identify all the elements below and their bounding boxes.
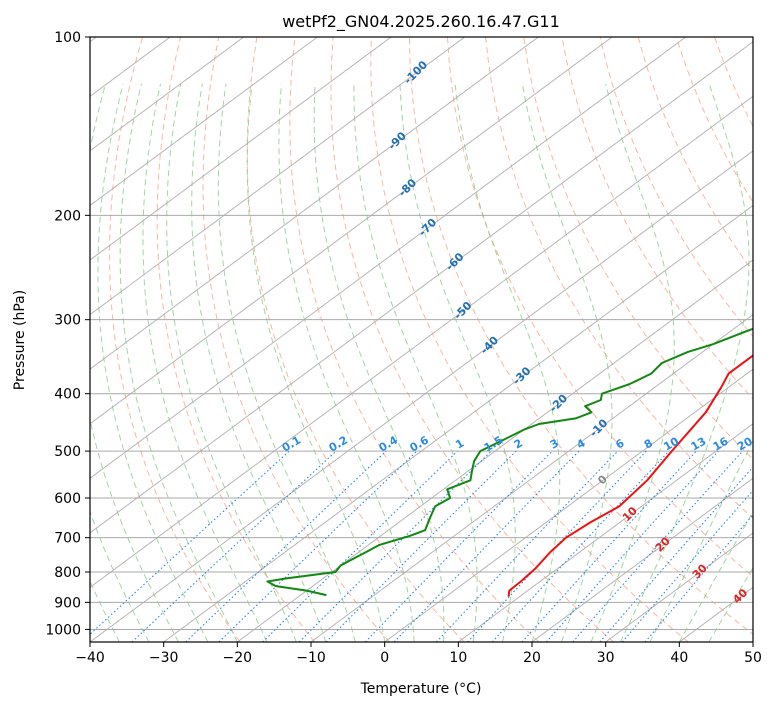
dry-adiabat bbox=[561, 37, 753, 400]
moist-adiabat bbox=[90, 580, 120, 642]
mixing-ratio-line bbox=[572, 450, 744, 642]
dry-adiabat bbox=[370, 37, 689, 642]
y-tick-label: 100 bbox=[54, 30, 81, 46]
y-tick-label: 800 bbox=[54, 565, 81, 581]
plot-frame bbox=[89, 36, 754, 643]
dry-adiabat bbox=[330, 37, 614, 642]
moist-adiabat bbox=[217, 83, 356, 642]
y-axis-title: Pressure (hPa) bbox=[12, 290, 28, 390]
moist-adiabat bbox=[142, 83, 268, 642]
isotherm-line bbox=[605, 532, 753, 642]
dry-adiabat bbox=[599, 37, 753, 338]
chart-title: wetPf2_GN04.2025.260.16.47.G11 bbox=[282, 12, 560, 32]
dry-adiabat bbox=[109, 37, 241, 642]
moist-adiabat bbox=[119, 83, 238, 642]
x-tick-label: −40 bbox=[75, 650, 105, 666]
isotherm-line bbox=[310, 313, 753, 642]
moist-adiabat bbox=[590, 83, 675, 642]
moist-adiabat bbox=[399, 83, 516, 642]
moist-adiabat bbox=[278, 83, 415, 642]
isotherm-line bbox=[531, 477, 753, 642]
y-tick-label: 1000 bbox=[45, 622, 81, 638]
isotherm-line bbox=[90, 37, 318, 207]
y-tick-label: 500 bbox=[54, 444, 81, 460]
y-tick-label: 300 bbox=[54, 313, 81, 329]
isotherm-line bbox=[90, 150, 753, 642]
moist-adiabat bbox=[454, 83, 561, 642]
mixing-ratio-line bbox=[325, 450, 517, 642]
moist-adiabat bbox=[166, 83, 297, 642]
moist-adiabat bbox=[191, 83, 327, 642]
mixing-ratio-line bbox=[545, 450, 719, 642]
mixing-ratio-line bbox=[262, 450, 458, 642]
mixing-ratio-line bbox=[521, 450, 697, 642]
moist-adiabat bbox=[521, 83, 613, 642]
isotherm-line bbox=[90, 41, 753, 534]
dry-adiabat bbox=[246, 37, 465, 642]
mixing-ratio-line bbox=[298, 450, 492, 642]
isotherm-line bbox=[90, 37, 392, 261]
isotherm-line bbox=[90, 37, 687, 479]
mixing-ratio-label: 20 bbox=[735, 434, 755, 453]
mixing-ratio-line bbox=[364, 450, 553, 642]
x-tick-label: −10 bbox=[296, 650, 326, 666]
mixing-ratio-line bbox=[435, 450, 619, 642]
temperature-profile-line bbox=[507, 354, 753, 597]
isotherm-line bbox=[90, 37, 245, 152]
dry-adiabat bbox=[202, 37, 390, 642]
x-tick-label: 0 bbox=[380, 650, 389, 666]
x-tick-label: 50 bbox=[744, 650, 762, 666]
dry-adiabat bbox=[447, 37, 753, 578]
dewpoint-profile-line bbox=[266, 327, 753, 597]
moist-adiabat bbox=[313, 83, 445, 642]
isotherm-line bbox=[384, 368, 753, 642]
mixing-ratio-line bbox=[185, 450, 387, 642]
x-tick-label: 20 bbox=[523, 650, 541, 666]
y-tick-label: 200 bbox=[54, 208, 81, 224]
isotherm-line bbox=[458, 423, 753, 642]
moist-adiabat bbox=[619, 83, 750, 642]
x-tick-label: −20 bbox=[223, 650, 253, 666]
isotherm-line bbox=[90, 37, 539, 370]
moist-adiabat bbox=[97, 83, 209, 642]
mixing-ratio-line bbox=[393, 450, 580, 642]
isotherm-line bbox=[237, 259, 753, 642]
mixing-ratio-line bbox=[491, 450, 670, 642]
isotherm-line bbox=[90, 37, 466, 316]
x-tick-label: 40 bbox=[670, 650, 688, 666]
moist-adiabat bbox=[353, 83, 478, 642]
y-tick-label: 400 bbox=[54, 387, 81, 403]
moist-adiabat bbox=[246, 83, 386, 642]
dry-adiabat bbox=[156, 37, 316, 642]
y-tick-label: 600 bbox=[54, 491, 81, 507]
x-axis-title: Temperature (°C) bbox=[360, 681, 482, 697]
mixing-ratio-line bbox=[218, 450, 418, 642]
moist-adiabat bbox=[90, 83, 179, 642]
y-tick-label: 900 bbox=[54, 595, 81, 611]
dry-adiabat bbox=[289, 37, 540, 642]
isotherm-line bbox=[90, 95, 753, 589]
y-tick-label: 700 bbox=[54, 531, 81, 547]
x-tick-label: 30 bbox=[597, 650, 615, 666]
isotherm-line bbox=[163, 204, 753, 642]
x-tick-label: 10 bbox=[449, 650, 467, 666]
isotherm-line bbox=[90, 37, 613, 425]
x-tick-label: −30 bbox=[149, 650, 179, 666]
